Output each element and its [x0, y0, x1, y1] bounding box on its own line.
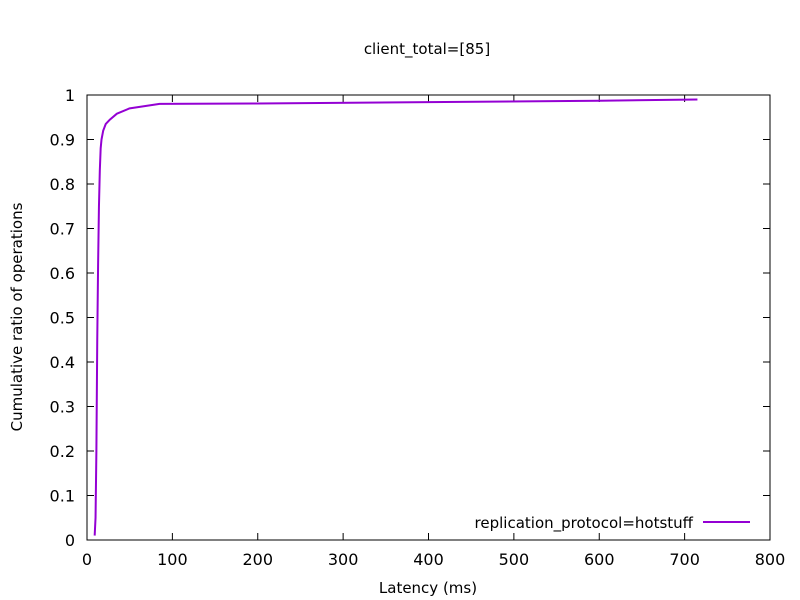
x-tick-label: 0 [82, 550, 92, 569]
y-tick-label: 0.8 [50, 175, 75, 194]
y-tick-label: 0.3 [50, 398, 75, 417]
x-axis-label: Latency (ms) [379, 579, 477, 597]
plot-frame [86, 94, 771, 541]
y-tick-label: 0.2 [50, 442, 75, 461]
x-tick-label: 600 [584, 550, 615, 569]
x-tick-label: 800 [755, 550, 786, 569]
y-tick-label: 0 [65, 531, 75, 550]
y-tick-label: 0.6 [50, 264, 75, 283]
y-tick-label: 0.1 [50, 487, 75, 506]
x-tick-label: 100 [157, 550, 188, 569]
x-axis-ticks: 0 100 200 300 400 500 600 700 800 [82, 95, 785, 569]
x-tick-label: 400 [413, 550, 444, 569]
series-layer [93, 98, 698, 536]
y-tick-label: 0.9 [50, 131, 75, 150]
x-tick-label: 500 [499, 550, 530, 569]
legend-label: replication_protocol=hotstuff [475, 514, 694, 533]
x-tick-label: 200 [242, 550, 273, 569]
y-tick-label: 0.5 [50, 309, 75, 328]
y-tick-label: 0.7 [50, 220, 75, 239]
series-line-hotstuff [93, 98, 698, 536]
y-axis-label: Cumulative ratio of operations [8, 202, 26, 431]
chart-title: client_total=[85] [364, 40, 490, 59]
y-tick-label: 1 [65, 86, 75, 105]
y-tick-label: 0.4 [50, 353, 75, 372]
x-tick-label: 300 [328, 550, 359, 569]
x-tick-label: 700 [669, 550, 700, 569]
y-axis-ticks: 0 0.1 0.2 0.3 0.4 0.5 0.6 0.7 0.8 0.9 1 [50, 86, 770, 550]
legend: replication_protocol=hotstuff [475, 514, 750, 533]
